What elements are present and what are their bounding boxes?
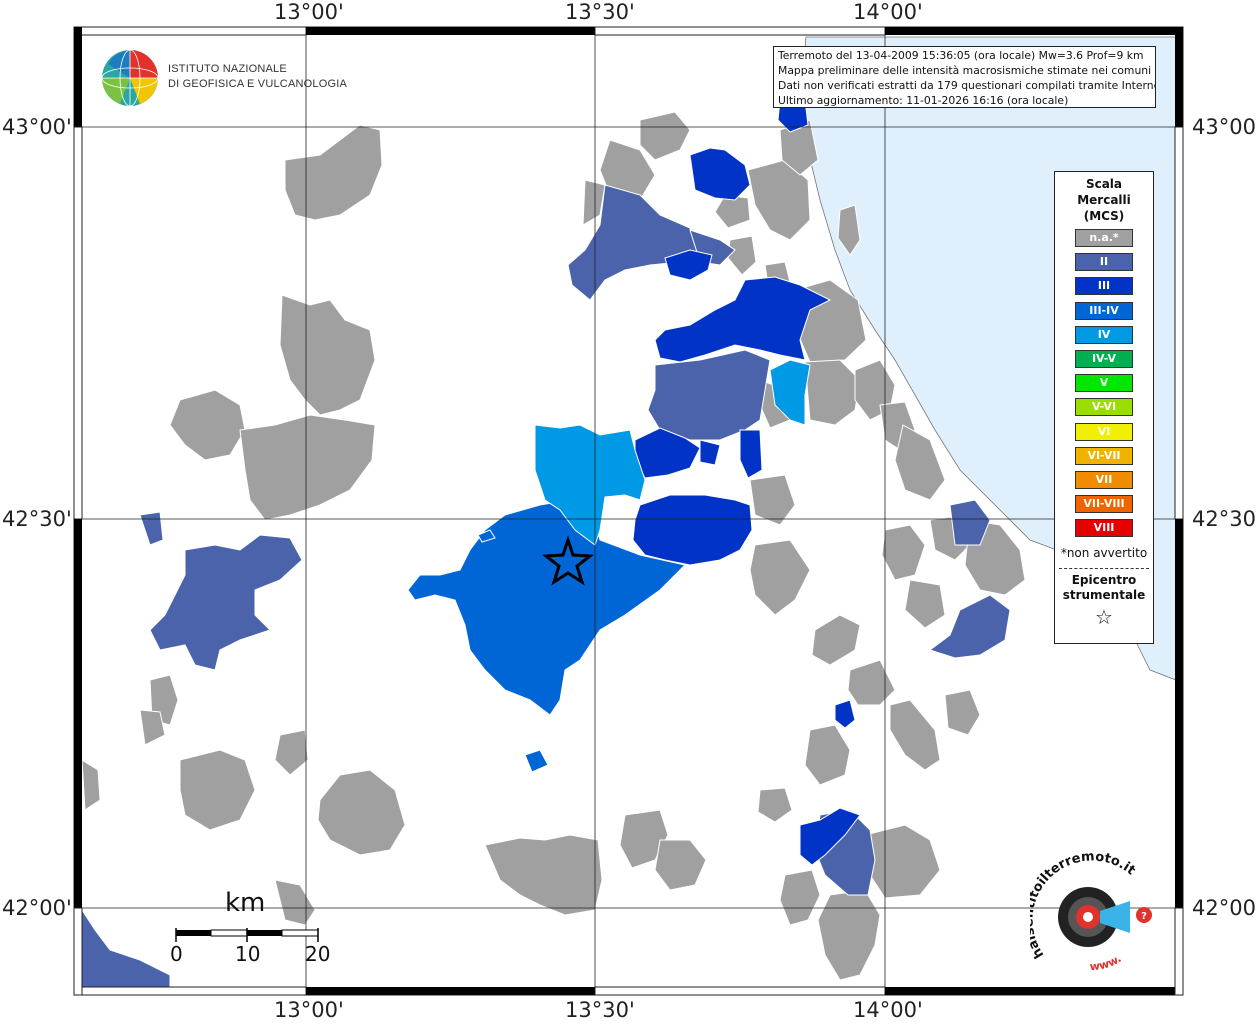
- bottom-label-13-00: 13°00': [274, 998, 344, 1022]
- right-label-42-00: 42°00': [1192, 896, 1256, 920]
- organization-name: ISTITUTO NAZIONALE DI GEOFISICA E VULCAN…: [168, 62, 347, 92]
- right-label-42-30: 42°30': [1192, 507, 1256, 531]
- info-line-description: Mappa preliminare delle intensità macros…: [778, 64, 1152, 77]
- scale-bar-label-10: 10: [235, 942, 261, 966]
- legend-item-vi-vii: VI-VII: [1075, 446, 1133, 465]
- haisentito-logo: ? haisentitoilterremoto.it www.: [1030, 849, 1152, 973]
- epicenter-star: [541, 535, 595, 586]
- organization-line-1: ISTITUTO NAZIONALE: [168, 63, 287, 75]
- legend-title-3: (MCS): [1083, 209, 1125, 223]
- legend-separator: [1059, 568, 1149, 569]
- legend-item-vii-viii: VII-VIII: [1075, 495, 1133, 514]
- scale-bar-unit: km: [225, 888, 266, 918]
- legend-item-vi: VI: [1075, 422, 1133, 441]
- municipalities-intensity-IV: [534, 359, 811, 546]
- scale-bar-label-0: 0: [170, 942, 183, 966]
- legend-title-2: Mercalli: [1077, 193, 1131, 207]
- left-label-42-30: 42°30': [2, 507, 72, 531]
- top-label-13-00: 13°00': [274, 0, 344, 24]
- mcs-legend: Scala Mercalli (MCS) n.a.* II III III-IV IV I…: [1054, 171, 1154, 644]
- left-label-43-00: 43°00': [2, 115, 72, 139]
- legend-item-n-a: n.a.*: [1075, 229, 1133, 247]
- top-label-13-30: 13°30': [565, 0, 635, 24]
- haisentito-www-text: www.: [1089, 952, 1123, 973]
- legend-item-iii: III: [1075, 277, 1133, 296]
- info-line-event: Terremoto del 13-04-2009 15:36:05 (ora l…: [778, 49, 1144, 62]
- svg-text:?: ?: [1141, 911, 1147, 922]
- event-info-box: Terremoto del 13-04-2009 15:36:05 (ora l…: [773, 46, 1156, 108]
- legend-epicenter-star-icon: ☆: [1095, 605, 1113, 629]
- scale-bar-label-20: 20: [305, 942, 331, 966]
- scale-bar: [175, 928, 319, 942]
- left-label-42-00: 42°00': [2, 896, 72, 920]
- municipalities-intensity-III: [632, 99, 861, 866]
- legend-item-v-vi: V-VI: [1075, 398, 1133, 417]
- map-frame: [73, 26, 1184, 996]
- legend-epicenter-label-2: strumentale: [1062, 588, 1146, 602]
- svg-text:www.: www.: [1089, 952, 1123, 973]
- legend-epicenter-label-1: Epicentro: [1071, 573, 1137, 587]
- ingv-globe-logo: [101, 49, 159, 107]
- info-line-data-source: Dati non verificati estratti da 179 ques…: [778, 79, 1156, 92]
- info-line-updated: Ultimo aggiornamento: 11-01-2026 16:16 (…: [778, 94, 1069, 107]
- legend-note: *non avvertito: [1060, 546, 1148, 560]
- top-label-14-00: 14°00': [853, 0, 923, 24]
- legend-item-v: V: [1075, 374, 1133, 393]
- legend-item-viii: VIII: [1075, 519, 1133, 538]
- legend-item-ii: II: [1075, 253, 1133, 272]
- legend-title-1: Scala: [1085, 177, 1123, 191]
- legend-item-iii-iv: III-IV: [1075, 301, 1133, 320]
- organization-line-2: DI GEOFISICA E VULCANOLOGIA: [168, 78, 347, 90]
- bottom-label-14-00: 14°00': [853, 998, 923, 1022]
- legend-item-iv-v: IV-V: [1075, 350, 1133, 368]
- grid-lines: [76, 30, 1181, 992]
- legend-item-iv: IV: [1075, 325, 1133, 344]
- bottom-label-13-30: 13°30': [565, 998, 635, 1022]
- right-label-43-00: 43°00': [1192, 115, 1256, 139]
- legend-item-vii: VII: [1075, 471, 1133, 489]
- municipalities-intensity-III-IV: [407, 499, 686, 773]
